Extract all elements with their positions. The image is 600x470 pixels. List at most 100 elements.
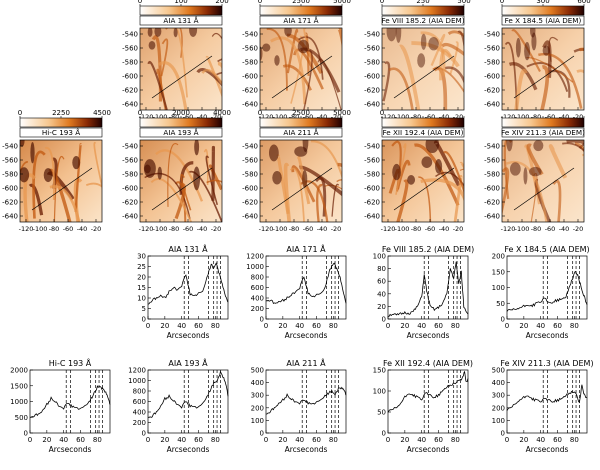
x-tick-label: -20 xyxy=(211,225,222,233)
x-tick-label: -60 xyxy=(303,225,314,233)
image-panel-aia211: 0 2500 5000 AIA 211 Å -540 -560 -580 -600 -620 -6… xyxy=(242,109,351,233)
coronal-loop xyxy=(217,61,222,70)
colorbar-tick-label: 100 xyxy=(174,0,187,5)
bright-feature xyxy=(148,40,156,50)
bright-feature xyxy=(542,45,550,56)
y-tick-label: -560 xyxy=(122,45,138,53)
x-tick-label: -40 xyxy=(77,225,88,233)
y-tick-label: 1000 xyxy=(128,377,146,385)
x-tick-label: 80 xyxy=(329,436,338,444)
y-tick-label: 0 xyxy=(501,430,505,438)
x-axis-label: Arcseconds xyxy=(407,331,450,340)
x-tick-label: 60 xyxy=(194,322,203,330)
bright-feature xyxy=(268,144,279,162)
y-tick-label: -640 xyxy=(484,101,500,109)
solar-image xyxy=(140,28,222,110)
x-tick-label: -100 xyxy=(273,113,288,121)
y-tick-label: 200 xyxy=(251,305,264,313)
coronal-loop xyxy=(324,184,342,190)
colorbar xyxy=(501,5,585,16)
x-tick-label: 80 xyxy=(570,436,579,444)
image-frame xyxy=(139,139,223,223)
y-tick-label: 800 xyxy=(251,274,264,282)
colorbar-tick-label: 0 xyxy=(258,109,262,117)
slit-line xyxy=(393,55,455,99)
x-tick-label: -20 xyxy=(331,225,342,233)
y-tick-label: -620 xyxy=(122,87,138,95)
x-tick-label: -20 xyxy=(211,113,222,121)
solar-image xyxy=(260,140,342,222)
y-tick-label: -600 xyxy=(484,73,500,81)
colorbar xyxy=(139,5,223,16)
x-tick-label: 0 xyxy=(146,322,150,330)
y-tick-label: 500 xyxy=(15,414,28,422)
x-tick-label: 20 xyxy=(278,322,287,330)
y-tick-label: -560 xyxy=(364,157,380,165)
coronal-loop xyxy=(298,36,324,80)
y-tick-label: -600 xyxy=(242,185,258,193)
x-tick-label: 0 xyxy=(264,436,268,444)
x-tick-label: -120 xyxy=(381,113,396,121)
line-panel-pfe8: Fe VIII 185.2 (AIA DEM) 0 20 40 60 80 100 0 20 40… xyxy=(373,245,475,340)
coronal-loop xyxy=(442,150,464,195)
intensity-profile xyxy=(265,262,347,304)
coronal-loop xyxy=(303,28,314,68)
coronal-loop xyxy=(388,67,414,110)
y-tick-label: -640 xyxy=(122,213,138,221)
x-tick-label: 20 xyxy=(519,322,528,330)
coronal-loop xyxy=(540,65,550,110)
y-tick-label: 200 xyxy=(251,404,264,412)
x-tick-label: 40 xyxy=(417,322,426,330)
bright-feature xyxy=(143,159,156,178)
y-tick-label: 1500 xyxy=(10,382,28,390)
plot-frame xyxy=(387,369,469,434)
colorbar-tick-label: 250 xyxy=(416,0,429,5)
coronal-loop xyxy=(430,34,446,67)
colorbar xyxy=(381,5,465,16)
y-tick-label: -580 xyxy=(484,59,500,67)
x-tick-label: -80 xyxy=(289,225,300,233)
coronal-loop xyxy=(395,143,407,195)
y-tick-label: 100 xyxy=(373,388,386,396)
bright-feature xyxy=(509,162,521,176)
panel-title-box xyxy=(501,15,585,26)
bright-feature xyxy=(260,46,263,61)
x-tick-label: 0 xyxy=(264,322,268,330)
y-tick-label: -620 xyxy=(364,87,380,95)
x-axis-label: Arcseconds xyxy=(167,445,210,454)
coronal-loop xyxy=(399,44,421,110)
y-tick-label: 600 xyxy=(251,284,264,292)
x-tick-label: 80 xyxy=(570,322,579,330)
intensity-profile xyxy=(147,370,229,418)
x-tick-label: -40 xyxy=(317,113,328,121)
bright-feature xyxy=(435,159,443,174)
x-tick-label: -80 xyxy=(411,113,422,121)
y-tick-label: -540 xyxy=(484,31,500,39)
x-tick-label: 40 xyxy=(295,322,304,330)
y-tick-label: -540 xyxy=(122,31,138,39)
coronal-loop xyxy=(211,32,222,40)
bright-feature xyxy=(392,163,401,181)
y-tick-label: 800 xyxy=(133,388,146,396)
solar-image xyxy=(502,28,584,110)
x-tick-label: -60 xyxy=(183,113,194,121)
x-tick-label: -20 xyxy=(573,113,584,121)
y-tick-label: 30 xyxy=(137,253,146,261)
solar-image xyxy=(20,140,102,222)
line-panel-pfe12: Fe XII 192.4 (AIA DEM) 0 50 100 150 0 20 40 60 80… xyxy=(373,359,473,454)
y-tick-label: 200 xyxy=(133,419,146,427)
coronal-loop xyxy=(420,178,464,202)
x-tick-label: -100 xyxy=(515,225,530,233)
y-tick-label: 0 xyxy=(142,430,146,438)
image-frame xyxy=(501,139,585,223)
x-tick-label: -80 xyxy=(531,113,542,121)
y-tick-label: -620 xyxy=(242,199,258,207)
image-panel-fe12: 0 Fe XII 192.4 (AIA DEM)-540 -560 -580 -600 -… xyxy=(364,109,465,233)
coronal-loop xyxy=(93,141,102,191)
coronal-loop xyxy=(303,50,313,110)
y-tick-label: 80 xyxy=(377,265,386,273)
y-tick-label: 1000 xyxy=(10,398,28,406)
